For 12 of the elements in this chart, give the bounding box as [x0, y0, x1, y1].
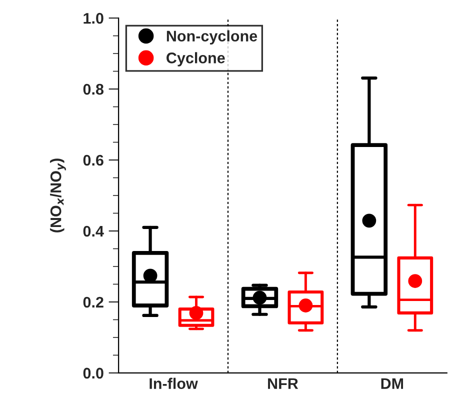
y-tick-label: 1.0 — [84, 12, 104, 24]
legend-label: Non-cyclone — [166, 30, 258, 45]
y-tick-label: 0.6 — [83, 154, 104, 166]
y-axis-title: (NO$_{x}$/NO$_{y}$) — [50, 158, 66, 232]
y-tick-label: 0.4 — [83, 226, 104, 237]
legend-label: Cyclone — [166, 52, 225, 66]
y-tick-label: 0.0 — [83, 368, 104, 379]
x-tick-label: In-flow — [150, 378, 198, 390]
x-tick-label: DM — [381, 378, 404, 389]
y-tick-label: 0.2 — [83, 296, 104, 308]
x-tick-label: NFR — [268, 378, 298, 389]
y-tick-label: 0.8 — [83, 84, 104, 95]
